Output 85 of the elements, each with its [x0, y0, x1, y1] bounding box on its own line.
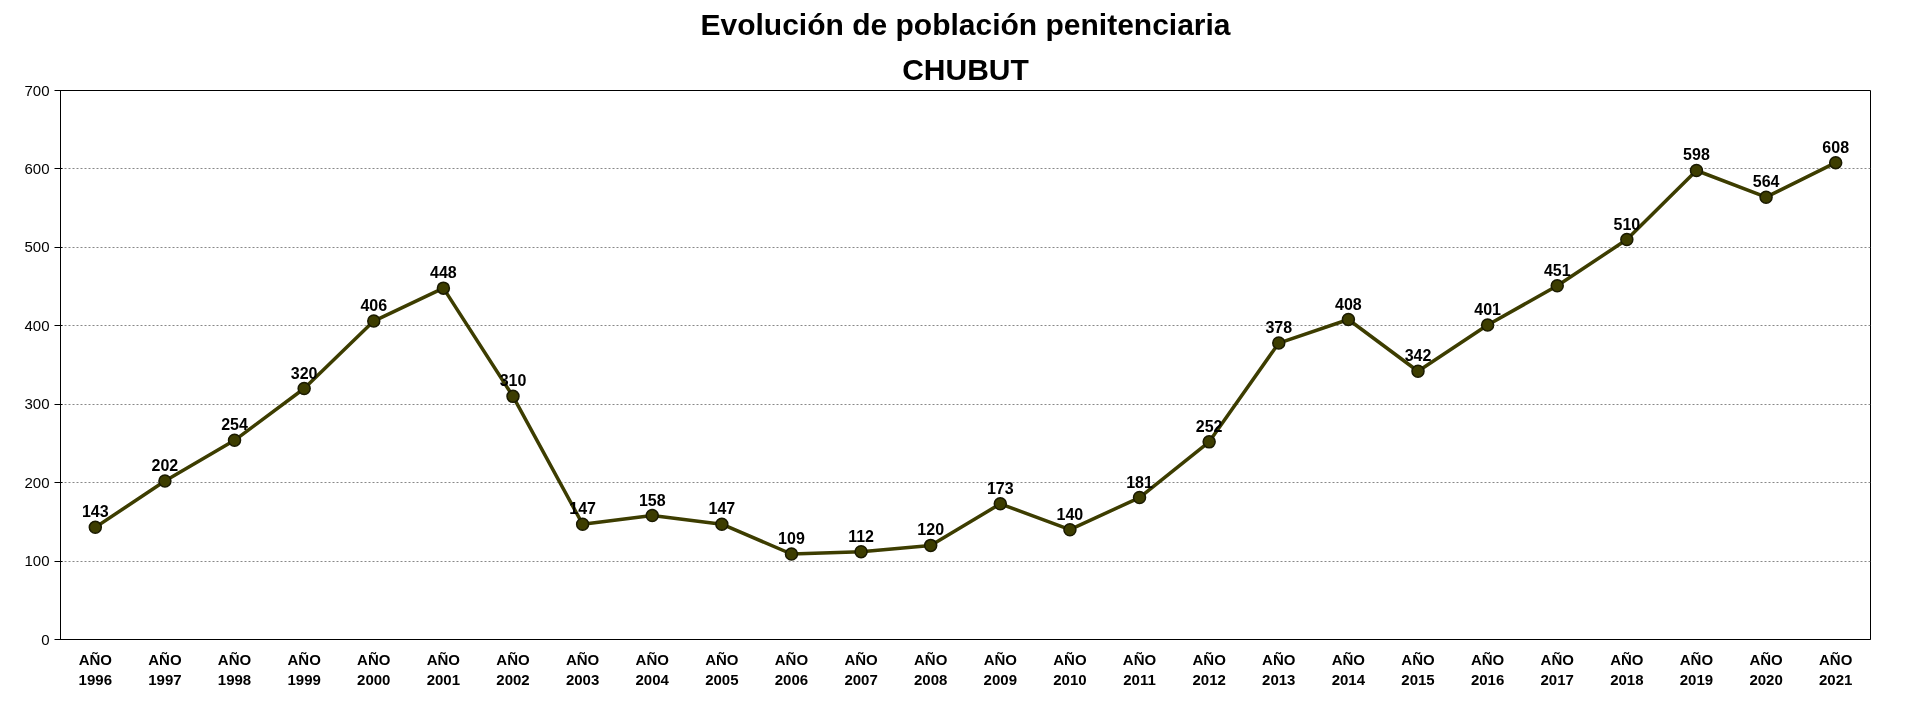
x-tick-label: AÑO 2017 — [1540, 650, 1575, 688]
x-tick-label: AÑO 2021 — [1819, 650, 1853, 688]
data-label: 181 — [1126, 473, 1153, 491]
chart-subtitle: CHUBUT — [902, 52, 1029, 86]
point — [297, 381, 311, 396]
data-label: 451 — [1543, 261, 1571, 279]
point — [1828, 155, 1843, 170]
point — [506, 389, 520, 404]
y-tick-label: 0 — [41, 630, 50, 648]
point — [158, 474, 172, 488]
point — [227, 433, 242, 448]
x-tick-label: AÑO 2007 — [844, 650, 879, 688]
x-tick-label: AÑO 2006 — [774, 650, 809, 688]
point — [1689, 163, 1704, 178]
x-tick-label: AÑO 2010 — [1053, 650, 1087, 688]
x-tick-label: AÑO 2003 — [565, 650, 600, 688]
chart-title: Evolución de población penitenciaria — [700, 7, 1231, 41]
x-tick-label: AÑO 2004 — [635, 650, 670, 688]
point — [1341, 312, 1356, 327]
x-tick-label: AÑO 2019 — [1679, 650, 1714, 688]
x-tick-label: AÑO 2012 — [1192, 650, 1227, 688]
data-label: 112 — [848, 527, 875, 545]
point — [575, 517, 590, 531]
data-label: 608 — [1822, 138, 1850, 156]
data-label: 140 — [1056, 505, 1084, 523]
point — [1132, 490, 1147, 505]
point — [1063, 522, 1077, 537]
y-tick-label: 200 — [24, 473, 50, 491]
point — [436, 281, 451, 295]
x-tick-label: AÑO 2005 — [705, 650, 739, 688]
x-tick-label: AÑO 2014 — [1331, 650, 1366, 688]
data-label: 143 — [81, 503, 109, 521]
data-label: 401 — [1474, 301, 1502, 318]
point — [1620, 232, 1634, 247]
data-label: 202 — [151, 457, 179, 475]
point — [1759, 190, 1773, 204]
x-tick-label: AÑO 2011 — [1122, 650, 1157, 688]
y-tick-label: 300 — [24, 395, 50, 413]
x-tick-label: AÑO 1996 — [78, 650, 113, 688]
data-label: 109 — [778, 530, 805, 548]
y-tick-label: 700 — [24, 81, 50, 99]
data-label: 342 — [1404, 347, 1432, 365]
x-tick-label: AÑO 2013 — [1262, 650, 1296, 688]
data-label: 408 — [1335, 295, 1362, 313]
point — [715, 517, 729, 531]
x-tick-label: AÑO 2002 — [496, 650, 530, 688]
data-label: 510 — [1613, 215, 1641, 233]
point — [1480, 318, 1495, 332]
x-tick-label: AÑO 1999 — [287, 650, 322, 688]
point — [367, 314, 381, 328]
data-label: 173 — [986, 479, 1014, 497]
x-tick-label: AÑO 2009 — [983, 650, 1018, 688]
point — [1550, 279, 1564, 293]
x-tick-label: AÑO 2020 — [1749, 650, 1784, 688]
y-tick-label: 400 — [24, 316, 50, 334]
data-label: 598 — [1683, 146, 1710, 164]
data-label: 564 — [1752, 173, 1780, 191]
x-tick-label: AÑO 2008 — [914, 650, 948, 688]
point — [784, 547, 799, 561]
point — [1202, 435, 1216, 449]
point — [993, 497, 1008, 511]
point — [854, 544, 868, 559]
point — [1411, 364, 1425, 379]
data-label: 320 — [290, 364, 318, 382]
data-label: 448 — [430, 264, 457, 282]
data-label: 158 — [638, 491, 666, 509]
point — [645, 508, 659, 523]
point — [923, 538, 938, 553]
x-tick-label: AÑO 2016 — [1470, 650, 1505, 688]
y-tick-label: 600 — [24, 159, 50, 177]
data-label: 378 — [1265, 319, 1293, 337]
point — [1272, 336, 1286, 350]
y-tick-label: 500 — [24, 238, 50, 256]
x-tick-label: AÑO 2018 — [1610, 650, 1644, 688]
point — [88, 520, 103, 535]
x-tick-label: AÑO 1997 — [148, 650, 182, 688]
x-tick-label: AÑO 2000 — [357, 650, 391, 688]
x-tick-label: AÑO 1998 — [217, 650, 252, 688]
data-label: 406 — [360, 297, 388, 315]
data-label: 147 — [708, 500, 736, 518]
data-label: 120 — [917, 521, 945, 539]
y-tick-label: 100 — [24, 552, 50, 570]
x-tick-label: AÑO 2001 — [426, 650, 461, 688]
x-tick-label: AÑO 2015 — [1401, 650, 1435, 688]
data-label: 254 — [221, 416, 248, 434]
